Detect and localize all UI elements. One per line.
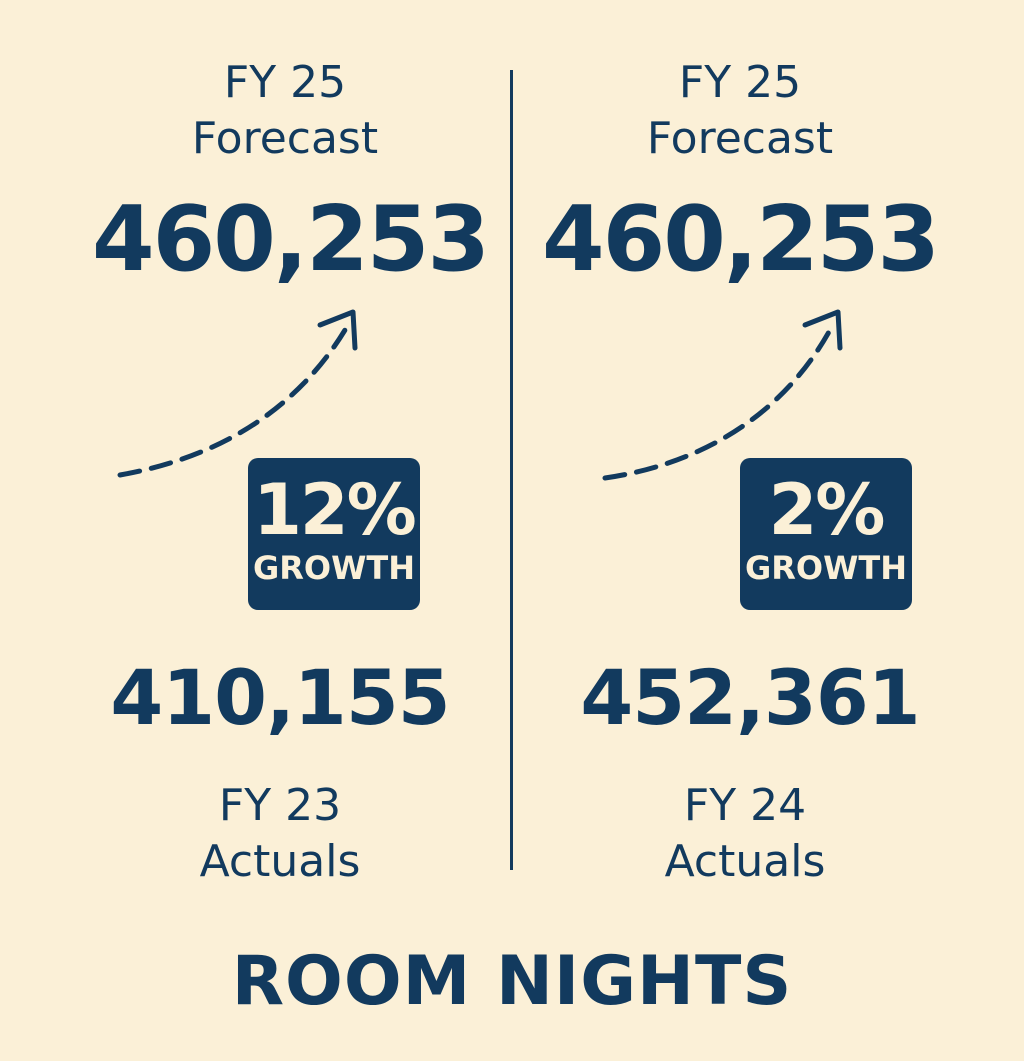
- forecast-year: FY 25: [678, 57, 802, 108]
- forecast-year: FY 25: [223, 57, 347, 108]
- actual-value: 452,361: [580, 653, 920, 742]
- panel-fy23-comparison: FY 25 Forecast 460,253 12% GROWTH 410,15…: [30, 0, 530, 960]
- footer-title: ROOM NIGHTS: [231, 942, 793, 1021]
- dashed-up-arrow-icon: [602, 309, 843, 481]
- growth-badge: 12% GROWTH: [248, 458, 420, 610]
- actual-type: Actuals: [199, 836, 361, 887]
- growth-percent: 2%: [768, 469, 886, 551]
- actual-type: Actuals: [664, 836, 826, 887]
- growth-label: GROWTH: [744, 549, 907, 587]
- actual-year: FY 24: [683, 780, 807, 831]
- dashed-up-arrow-icon: [117, 309, 358, 478]
- forecast-type: Forecast: [191, 113, 379, 164]
- forecast-type: Forecast: [646, 113, 834, 164]
- center-divider: [510, 70, 513, 870]
- growth-label: GROWTH: [252, 549, 415, 587]
- growth-badge: 2% GROWTH: [740, 458, 912, 610]
- forecast-label: FY 25 Forecast: [135, 55, 435, 167]
- growth-percent: 12%: [253, 469, 417, 551]
- actual-label: FY 24 Actuals: [595, 778, 895, 890]
- forecast-label: FY 25 Forecast: [590, 55, 890, 167]
- actual-label: FY 23 Actuals: [130, 778, 430, 890]
- forecast-value: 460,253: [542, 187, 940, 292]
- actual-value: 410,155: [110, 653, 450, 742]
- forecast-value: 460,253: [92, 187, 490, 292]
- actual-year: FY 23: [218, 780, 342, 831]
- panel-fy24-comparison: FY 25 Forecast 460,253 2% GROWTH 452,361…: [490, 0, 990, 960]
